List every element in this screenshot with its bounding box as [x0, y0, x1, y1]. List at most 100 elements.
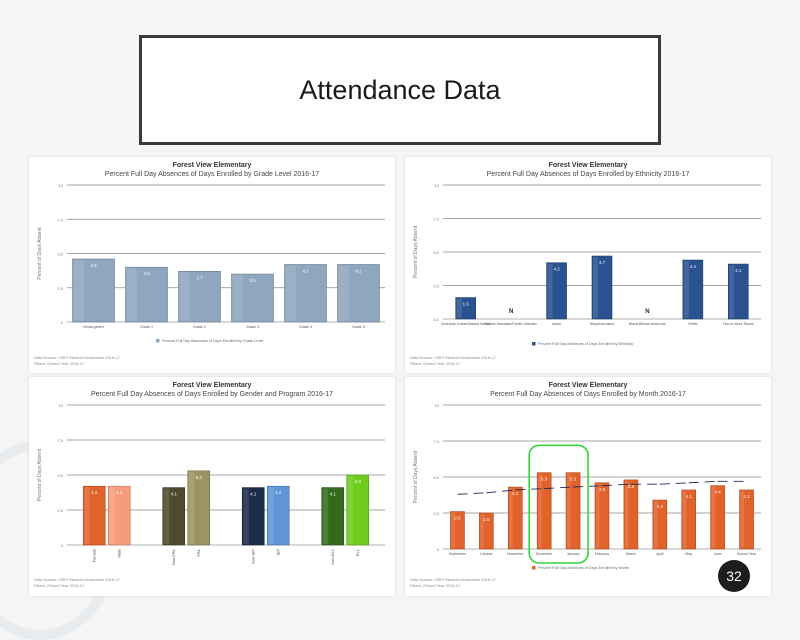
bar [536, 472, 552, 550]
bar [591, 255, 613, 320]
data-label: 5.0 [355, 479, 362, 484]
y-tick-label: 10 [435, 183, 440, 188]
trend-line-segment [659, 482, 689, 485]
bar [594, 482, 610, 550]
x-tick-label: Hispanic/Latino [590, 322, 615, 326]
trend-line-segment [486, 489, 516, 494]
trend-line-segment [544, 486, 574, 489]
bar-highlight [653, 501, 658, 548]
y-axis-label: Percent of Days Absent [37, 448, 43, 501]
bar [739, 489, 754, 550]
data-label: 5.3 [541, 477, 548, 482]
bar-highlight [285, 265, 296, 321]
bar-highlight [538, 473, 542, 548]
legend-label: Percent Full Day Absences of Days Enroll… [162, 339, 263, 343]
x-tick-label: October [480, 552, 494, 556]
x-tick-label: Two or More Races [723, 322, 754, 326]
chart-title: Forest View Elementary [172, 382, 252, 389]
bar [337, 264, 380, 323]
x-tick-label: September [449, 552, 467, 556]
data-label: 5.3 [570, 477, 577, 482]
bar-highlight [593, 257, 598, 318]
y-axis-label: Percent of Days Absent [413, 450, 419, 503]
bar-highlight [683, 261, 689, 318]
bar-highlight [480, 514, 484, 548]
data-label: 3.4 [657, 504, 664, 509]
footnote-line1: Data Source: OSPI Student Information 20… [34, 577, 120, 582]
y-tick-label: 0 [437, 547, 440, 552]
gender-program-chart-panel: Forest View Elementary Percent Full Day … [29, 377, 395, 596]
trend-line-segment [573, 485, 603, 488]
data-label: 4.3 [512, 491, 519, 496]
bar-highlight [451, 512, 455, 548]
x-tick-label: December [536, 552, 553, 556]
data-label: 4.1 [735, 268, 742, 273]
page-number-badge: 32 [718, 560, 750, 592]
x-tick-label: Grade 2 [193, 325, 206, 329]
data-label: 2.6 [454, 516, 461, 521]
y-tick-label: 5.0 [433, 250, 439, 255]
data-label: 2.5 [483, 517, 490, 522]
x-tick-label: May [685, 552, 692, 556]
x-tick-label: Asian [552, 322, 561, 326]
data-label: 4.7 [599, 260, 606, 265]
chart-subtitle: Percent Full Day Absences of Days Enroll… [490, 391, 686, 398]
bar-highlight [243, 488, 249, 544]
slide-title: Attendance Data [299, 74, 501, 105]
bar [231, 273, 274, 323]
data-label: 4.2 [116, 490, 123, 495]
bar-highlight [109, 487, 115, 544]
legend-swatch [532, 566, 536, 570]
data-label: 5.3 [196, 475, 203, 480]
data-label: 4.8 [628, 484, 635, 489]
bar [681, 489, 697, 550]
y-tick-label: 7.5 [433, 439, 439, 444]
bar [546, 262, 567, 320]
gender-program-chart: 0 2.5 5.0 7.5 10 Percent of Days Absent 4.2 Fem… [37, 403, 385, 565]
data-label: 4.1 [250, 492, 257, 497]
trend-line-segment [601, 483, 631, 487]
legend-swatch [156, 339, 160, 343]
x-tick-label: Non-FRL [171, 548, 176, 565]
bar-highlight [163, 488, 170, 544]
bar [266, 485, 290, 546]
y-tick-label: 10 [435, 403, 440, 408]
bar-highlight [682, 490, 687, 548]
data-label: 4.1 [171, 492, 178, 497]
footnote-line2: Filters: School Year 2016-17 [34, 583, 85, 588]
trend-line-segment [515, 488, 545, 491]
bar-highlight [322, 488, 329, 544]
y-tick-label: 0.0 [433, 317, 439, 322]
x-tick-label: March [626, 552, 636, 556]
bar-highlight [338, 265, 349, 321]
bar [107, 485, 131, 546]
chart-title: Forest View Elementary [548, 382, 628, 389]
x-tick-label: FRL [196, 548, 201, 556]
data-label: 4.6 [599, 487, 606, 492]
x-tick-label: June [714, 552, 722, 556]
y-tick-label: 2.5 [433, 284, 439, 289]
trend-line-segment [688, 480, 718, 484]
data-label: 4.1 [330, 492, 337, 497]
bar [178, 271, 221, 323]
legend-label: Percent Full Day Absences of Days Enroll… [538, 342, 633, 346]
bar-highlight [268, 487, 274, 544]
bar [125, 266, 168, 323]
x-tick-label: Black/African American [629, 322, 666, 326]
bar [565, 472, 581, 550]
bar [346, 474, 370, 546]
data-label: N [645, 309, 649, 315]
y-tick-label: 2.5 [433, 511, 439, 516]
data-label: 4.2 [355, 268, 362, 273]
data-label: 4.1 [743, 494, 750, 499]
x-tick-label: Female [91, 548, 96, 562]
bar [162, 487, 186, 546]
ethnicity-chart: 0.0 2.5 5.0 7.5 10 Percent of Days Absent 1.6 A… [413, 183, 761, 346]
bar-highlight [509, 488, 513, 548]
data-label: 3.5 [249, 278, 256, 283]
x-tick-label: February [595, 552, 610, 556]
bar [507, 486, 523, 550]
y-tick-label: 7.5 [57, 217, 63, 222]
x-tick-label: Grade 5 [352, 325, 365, 329]
bar [241, 487, 265, 546]
